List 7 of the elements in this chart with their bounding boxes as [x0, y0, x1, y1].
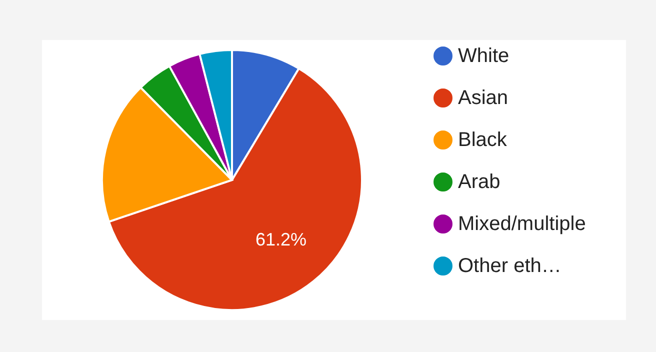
legend-label: Black [458, 129, 508, 151]
legend-label: Asian [458, 87, 508, 109]
data-label: 61.2% [255, 230, 306, 250]
legend-label: Arab [458, 171, 500, 193]
legend-label: White [458, 45, 510, 67]
legend-label: Other eth… [458, 255, 562, 277]
legend-label: Mixed/multiple [458, 213, 586, 235]
